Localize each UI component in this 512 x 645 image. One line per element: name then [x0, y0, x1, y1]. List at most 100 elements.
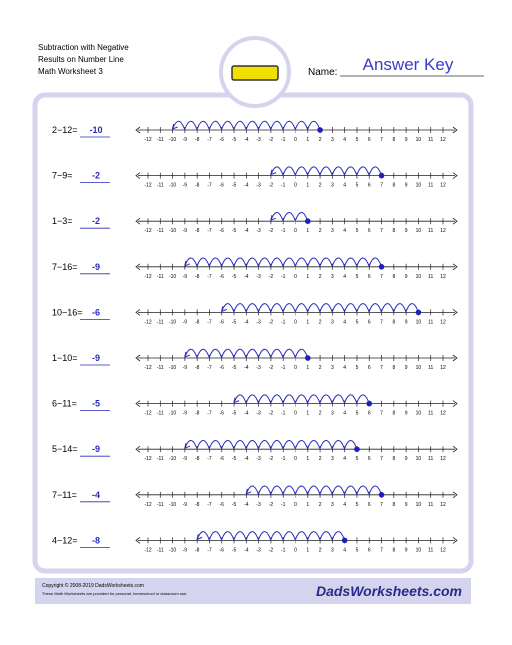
hop-arc	[270, 348, 284, 359]
tick-label: 2	[319, 137, 322, 143]
tick-label: 12	[440, 365, 446, 371]
tick-label: -4	[244, 547, 249, 553]
tick-label: 10	[416, 137, 422, 143]
title-line: Results on Number Line	[38, 55, 124, 64]
hop-arc	[258, 257, 272, 267]
arrow-head	[452, 537, 458, 544]
hop-arc	[282, 120, 296, 131]
tick-label: 8	[392, 137, 395, 143]
arrow-head	[135, 309, 141, 316]
tick-label: -8	[195, 274, 200, 280]
hop-arc	[331, 166, 346, 176]
tick-label: -8	[195, 137, 200, 143]
arrow-head	[452, 354, 458, 362]
hop-arc	[258, 394, 272, 404]
problem: 5−14=	[52, 444, 78, 454]
hop-arc	[344, 303, 358, 313]
problem: 7−16=	[52, 262, 78, 272]
tick-label: -6	[220, 547, 225, 553]
tick-label: 11	[428, 547, 433, 553]
tick-label: 4	[343, 411, 346, 417]
hop-arc	[258, 120, 272, 131]
hop-arc	[319, 303, 333, 313]
hop-arc	[344, 166, 358, 176]
hop-arc	[184, 257, 198, 267]
hop-arc	[331, 439, 346, 450]
tick-label: 6	[368, 547, 371, 553]
tick-label: 0	[294, 183, 297, 189]
tick-label: 4	[343, 137, 346, 143]
tick-label: 3	[331, 183, 334, 189]
hop-arc	[258, 303, 272, 313]
hop-arc	[184, 439, 198, 450]
tick-label: 3	[331, 502, 334, 508]
tick-label: -12	[144, 319, 151, 325]
tick-label: 12	[440, 319, 446, 325]
tick-label: 1	[306, 502, 309, 508]
tick-label: -1	[281, 183, 286, 189]
hop-arc	[344, 485, 358, 495]
arrow-head	[452, 263, 458, 271]
tick-label: 2	[319, 228, 322, 234]
hop-arrow	[184, 351, 191, 358]
tick-label: 10	[416, 547, 422, 553]
tick-label: -3	[256, 228, 261, 234]
arrow-head	[135, 537, 141, 544]
hop-arrow	[245, 488, 252, 495]
arrow-head	[135, 400, 141, 407]
start-dot	[378, 264, 385, 270]
tick-label: -11	[157, 456, 164, 462]
hop-arc	[282, 303, 296, 313]
tick-label: -2	[269, 137, 274, 143]
start-dot	[304, 218, 311, 224]
tick-label: -2	[269, 183, 274, 189]
tick-label: 2	[319, 456, 322, 462]
tick-label: 11	[428, 411, 433, 417]
tick-label: 12	[440, 137, 446, 143]
tick-label: 3	[331, 411, 334, 417]
hop-arc	[344, 394, 358, 404]
tick-label: -1	[281, 456, 286, 462]
tick-label: -11	[157, 228, 164, 234]
arrow-head	[135, 217, 141, 225]
hop-arc	[270, 120, 284, 131]
hop-arc	[319, 531, 333, 541]
tick-label: -9	[183, 502, 188, 508]
answer-key: Answer Key	[363, 55, 454, 74]
hop-arc	[356, 303, 370, 313]
arrow-head	[452, 126, 458, 134]
tick-label: -9	[183, 547, 188, 553]
hop-arc	[307, 166, 321, 176]
tick-label: 5	[356, 183, 359, 189]
copyright: Copyright © 2008-2019 DadsWorksheets.com	[42, 582, 144, 589]
tick-label: -2	[269, 228, 274, 234]
tick-label: 10	[416, 183, 422, 189]
tick-label: 12	[440, 274, 446, 280]
tick-label: 5	[356, 228, 359, 234]
tick-label: -3	[256, 365, 261, 371]
problem: 2−12=	[52, 125, 78, 135]
problem: 10−16=	[52, 307, 83, 317]
tick-label: -9	[183, 137, 188, 143]
tick-label: -9	[183, 365, 188, 371]
tick-label: 10	[416, 228, 422, 234]
hop-arc	[331, 394, 346, 404]
tick-label: 11	[428, 137, 433, 143]
tick-label: 2	[319, 502, 322, 508]
hop-arc	[233, 439, 247, 450]
tick-label: -3	[256, 319, 261, 325]
tick-label: -1	[281, 365, 286, 371]
tick-label: 10	[416, 319, 422, 325]
arrow-head	[135, 172, 141, 179]
tick-label: -10	[169, 137, 176, 143]
tick-label: 5	[356, 456, 359, 462]
tick-label: -12	[144, 228, 151, 234]
tick-label: -3	[256, 456, 261, 462]
hop-arc	[184, 348, 198, 359]
hop-arc	[258, 531, 272, 541]
problem-rows: 2−12= -10-12 -11 -10 -9 -8 -7 -6 -5 -4 -3 -2 -1 0 1 2 3 4…	[52, 120, 458, 553]
hop-arc	[282, 166, 296, 176]
hop-arc	[258, 485, 272, 495]
tick-label: 2	[319, 319, 322, 325]
